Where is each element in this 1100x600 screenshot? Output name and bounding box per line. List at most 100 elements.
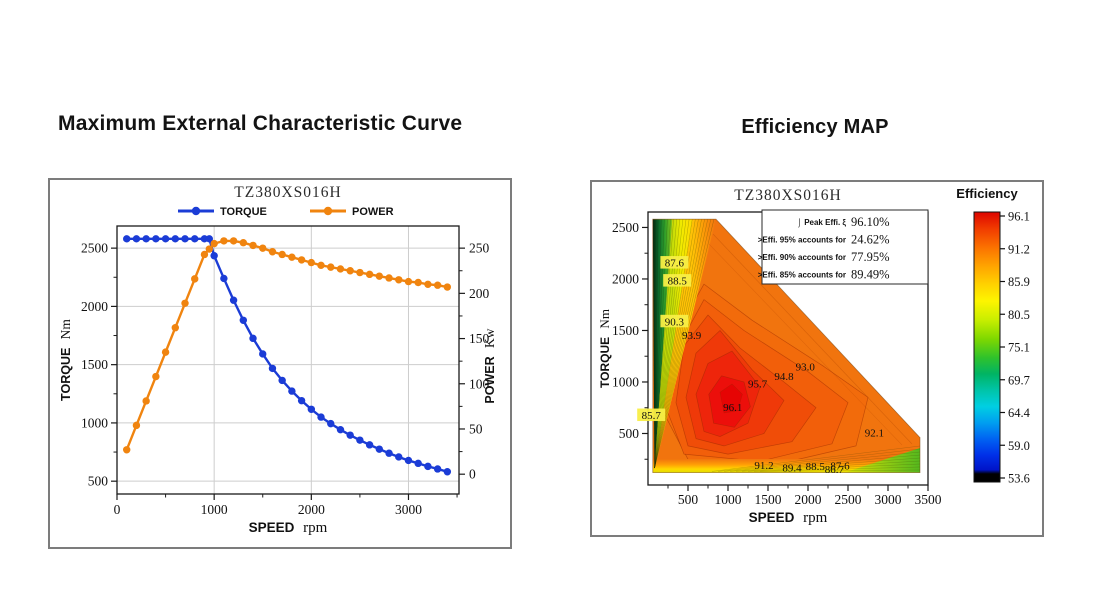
colorbar-title: Efficiency	[956, 186, 1018, 201]
power-point	[181, 299, 189, 307]
torque-power-chart: 0 1000 2000 3000 500 1000 1500 2000 2500 0 50 100 15…	[58, 184, 497, 536]
torque-point	[152, 235, 160, 243]
torque-point	[142, 235, 150, 243]
contour-label: 93.9	[682, 330, 702, 342]
torque-point	[268, 364, 277, 373]
power-point	[414, 278, 422, 287]
contour-label: 96.1	[723, 402, 742, 414]
power-point	[375, 272, 384, 280]
contour-line	[711, 445, 921, 472]
y-tick-label: 1500	[81, 357, 108, 372]
y-axis-title: TORQUE Nm	[58, 319, 73, 401]
contour-line	[729, 454, 921, 472]
contour-label: 88.5	[806, 461, 826, 473]
contour-label: 91.2	[754, 460, 773, 472]
torque-point	[161, 235, 170, 243]
contour-line	[654, 219, 662, 469]
torque-point	[336, 425, 345, 434]
power-point	[191, 275, 199, 283]
stat-value: 77.95%	[851, 250, 890, 264]
bottom-contour-lines	[711, 445, 921, 472]
stat-value: 96.10%	[851, 215, 890, 229]
torque-point	[395, 453, 403, 461]
power-point	[327, 263, 335, 271]
torque-point	[220, 274, 228, 283]
contour-ring-core	[719, 383, 743, 414]
x-tick-label: 2500	[835, 492, 862, 507]
contour-label-chip	[663, 274, 692, 287]
torque-point	[356, 436, 364, 444]
torque-point	[132, 235, 141, 243]
torque-point	[414, 459, 422, 468]
power-point	[171, 324, 179, 332]
efficiency-map-chart: 500 1000 1500 2000 2500 3000 3500 500 1000 1500 20…	[597, 186, 1031, 526]
power-point	[336, 265, 345, 273]
y2-tick-label: 150	[469, 331, 490, 346]
legend-label: TORQUE	[220, 206, 267, 218]
x-tick-label: 3000	[395, 502, 422, 517]
power-point	[317, 261, 325, 270]
torque-point	[424, 462, 432, 471]
torque-point	[249, 334, 257, 343]
torque-point	[404, 456, 413, 465]
y2-tick-label: 100	[469, 376, 490, 391]
right-chart-title: Efficiency MAP	[741, 116, 889, 138]
y2-tick-label: 50	[469, 421, 483, 436]
bottom-efficiency-band	[652, 459, 920, 473]
power-point	[278, 250, 286, 259]
torque-point	[365, 441, 374, 449]
power-curve	[125, 239, 448, 451]
x-tick-label: 3000	[875, 492, 902, 507]
left-chart-title: Maximum External Characteristic Curve	[58, 112, 463, 135]
efficiency-map-axes: 500 1000 1500 2000 2500 3000 3500 500 1000 1500 20…	[597, 186, 1031, 526]
x-axis-title: SPEED rpm	[749, 510, 828, 526]
contour-label-chip	[660, 256, 689, 269]
torque-point	[375, 445, 384, 453]
power-point	[210, 239, 218, 248]
y-tick-label: 1000	[612, 374, 639, 389]
stat-label: ⌡ Peak Effi. ξ	[797, 218, 846, 228]
power-point	[220, 237, 228, 245]
chart-subtitle: TZ380XS016H	[734, 187, 841, 204]
stat-value: 24.62%	[851, 233, 890, 247]
colorbar-tick-label: 59.0	[1008, 439, 1030, 453]
contour-line	[717, 448, 921, 472]
x-tick-label: 1500	[755, 492, 782, 507]
contour-line	[753, 466, 921, 472]
torque-point	[327, 419, 335, 428]
torque-point	[123, 235, 131, 243]
legend-marker	[191, 206, 201, 216]
contour-line	[654, 219, 715, 469]
y2-tick-label: 0	[469, 467, 476, 482]
envelope-outline	[652, 218, 921, 473]
torque-point	[433, 465, 442, 473]
torque-point	[210, 252, 218, 260]
power-point	[346, 267, 354, 275]
y2-tick-label: 250	[469, 241, 490, 256]
colorbar	[973, 211, 1001, 483]
contour-label: 87.6	[665, 258, 685, 270]
torque-point	[385, 449, 393, 457]
torque-point	[171, 235, 179, 243]
power-point	[433, 281, 442, 289]
y-tick-label: 2500	[612, 220, 639, 235]
y-tick-label: 1500	[612, 323, 639, 338]
colorbar-tick-label: 85.9	[1008, 275, 1030, 289]
x-tick-label: 3500	[915, 492, 942, 507]
left-band-orange	[654, 219, 716, 470]
chart-subtitle: TZ380XS016H	[234, 184, 341, 201]
contour-line	[654, 219, 712, 469]
y-tick-label: 2000	[81, 299, 108, 314]
torque-point	[317, 413, 325, 421]
torque-point	[259, 350, 267, 358]
torque-point	[278, 376, 286, 385]
contour-line	[759, 469, 921, 472]
torque-point	[307, 405, 316, 413]
power-point	[424, 280, 432, 289]
contour-label: 93.0	[796, 362, 816, 374]
diagonal-contour-line-2	[708, 243, 903, 446]
contour-label: 87.6	[830, 461, 850, 473]
power-point	[268, 248, 277, 256]
contour-line	[747, 463, 921, 472]
x-tick-label: 1000	[201, 502, 228, 517]
